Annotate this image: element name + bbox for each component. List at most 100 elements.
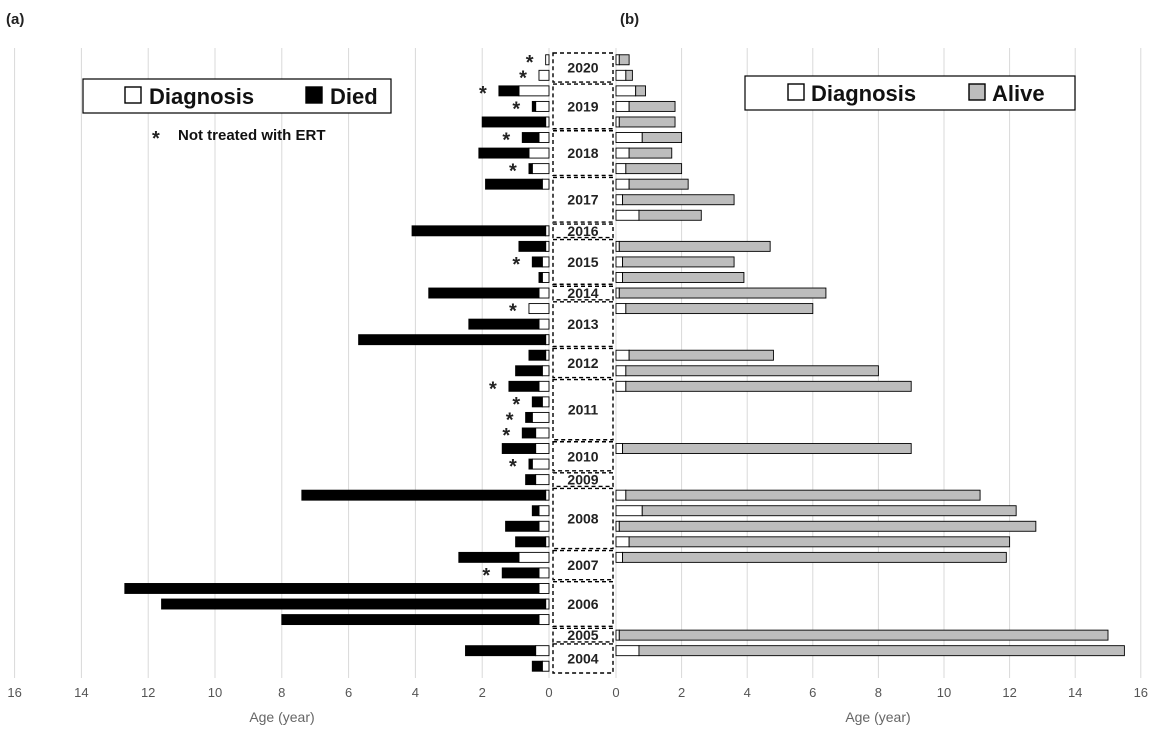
- star-marker: *: [512, 98, 520, 120]
- x-tick-label: 4: [744, 685, 751, 700]
- star-marker: *: [502, 425, 510, 447]
- bar-diagnosis: [615, 163, 627, 175]
- bar-died: [124, 583, 540, 594]
- bar-diagnosis: [545, 598, 550, 610]
- bar-diagnosis: [615, 132, 643, 143]
- year-label: 2020: [567, 60, 598, 76]
- bar-diagnosis: [615, 645, 640, 657]
- bar-diagnosis: [615, 69, 627, 81]
- year-label: 2014: [567, 285, 598, 301]
- bar-alive: [625, 69, 633, 81]
- year-label: 2019: [567, 98, 598, 114]
- bar-diagnosis: [615, 272, 624, 283]
- bars-panel-a: [124, 54, 550, 672]
- bar-died: [465, 645, 537, 657]
- bar-diagnosis: [615, 349, 630, 361]
- bar-died: [515, 536, 547, 548]
- year-box: [552, 223, 614, 239]
- year-label: 2015: [567, 254, 598, 270]
- grid-a: [14, 48, 550, 678]
- bar-died: [498, 85, 520, 97]
- bar-alive: [635, 85, 646, 97]
- bar-diagnosis: [615, 100, 630, 112]
- bar-died: [501, 443, 537, 454]
- year-box: [552, 581, 614, 628]
- star-marker: *: [526, 52, 534, 74]
- bar-diagnosis: [545, 536, 550, 548]
- star-marker: *: [509, 301, 517, 323]
- bar-diagnosis: [541, 396, 550, 408]
- bar-died: [531, 660, 543, 672]
- year-box: [552, 627, 614, 643]
- x-tick-label: 6: [345, 685, 352, 700]
- year-box: [552, 643, 614, 674]
- year-box: [552, 301, 614, 348]
- bar-diagnosis: [615, 629, 620, 641]
- bar-diagnosis: [535, 427, 550, 439]
- note-marker: *: [152, 128, 160, 150]
- bar-died: [525, 474, 537, 486]
- bar-alive: [622, 256, 735, 268]
- bar-died: [358, 334, 547, 346]
- x-tick-label: 10: [208, 685, 222, 700]
- x-tick-label: 16: [7, 685, 21, 700]
- bar-diagnosis: [538, 69, 550, 81]
- legend-a-died-swatch: [305, 86, 323, 104]
- x-ticks-a: 16 14 12 10 8 6 4 2 0: [7, 685, 552, 700]
- x-tick-label: 0: [612, 685, 619, 700]
- legend-b-alive-label: Alive: [992, 81, 1045, 106]
- year-label: 2009: [567, 472, 598, 488]
- x-ticks-b: 0 2 4 6 8 10 12 14 16: [612, 685, 1148, 700]
- bar-diagnosis: [615, 443, 624, 454]
- bar-died: [468, 318, 540, 330]
- bar-died: [528, 458, 533, 470]
- star-marker: *: [482, 565, 490, 587]
- year-box: [552, 238, 614, 285]
- panel-label-b: (b): [620, 11, 639, 28]
- bar-diagnosis: [538, 505, 550, 517]
- bar-alive: [625, 380, 912, 392]
- star-marker: *: [509, 456, 517, 478]
- star-marker: *: [502, 130, 510, 152]
- bar-diagnosis: [615, 287, 620, 299]
- year-label: 2012: [567, 355, 598, 371]
- bar-alive: [618, 240, 771, 252]
- legend-b: Diagnosis Alive: [744, 75, 1076, 111]
- x-tick-label: 0: [545, 685, 552, 700]
- bar-alive: [625, 303, 814, 315]
- bar-diagnosis: [615, 505, 643, 517]
- bar-diagnosis: [545, 116, 550, 128]
- year-box: [552, 347, 614, 379]
- x-tick-label: 12: [1002, 685, 1016, 700]
- bar-died: [485, 178, 543, 190]
- star-marker: *: [512, 394, 520, 416]
- bars-panel-b: [615, 54, 1125, 657]
- bar-diagnosis: [615, 194, 624, 206]
- bar-diagnosis: [615, 380, 627, 392]
- bar-diagnosis: [538, 614, 550, 626]
- year-label: 2017: [567, 192, 598, 208]
- bar-diagnosis: [535, 443, 550, 454]
- year-box: [552, 487, 614, 550]
- bar-alive: [625, 365, 879, 377]
- year-box: [552, 472, 614, 488]
- bar-diagnosis: [518, 551, 550, 563]
- bar-diagnosis: [615, 365, 627, 377]
- year-box: [552, 441, 614, 472]
- bar-diagnosis: [615, 520, 620, 532]
- bar-diagnosis: [538, 520, 550, 532]
- bar-diagnosis: [615, 536, 630, 548]
- bar-died: [538, 272, 543, 283]
- bar-died: [528, 349, 547, 361]
- bar-died: [515, 365, 543, 377]
- bar-died: [525, 411, 533, 423]
- bar-diagnosis: [538, 132, 550, 143]
- bar-alive: [622, 551, 1007, 563]
- bar-diagnosis: [545, 489, 550, 501]
- bar-diagnosis: [615, 209, 640, 221]
- bar-alive: [618, 116, 676, 128]
- star-marker: *: [512, 254, 520, 276]
- star-marker: *: [489, 378, 497, 400]
- x-tick-label: 10: [937, 685, 951, 700]
- bar-alive: [628, 536, 1011, 548]
